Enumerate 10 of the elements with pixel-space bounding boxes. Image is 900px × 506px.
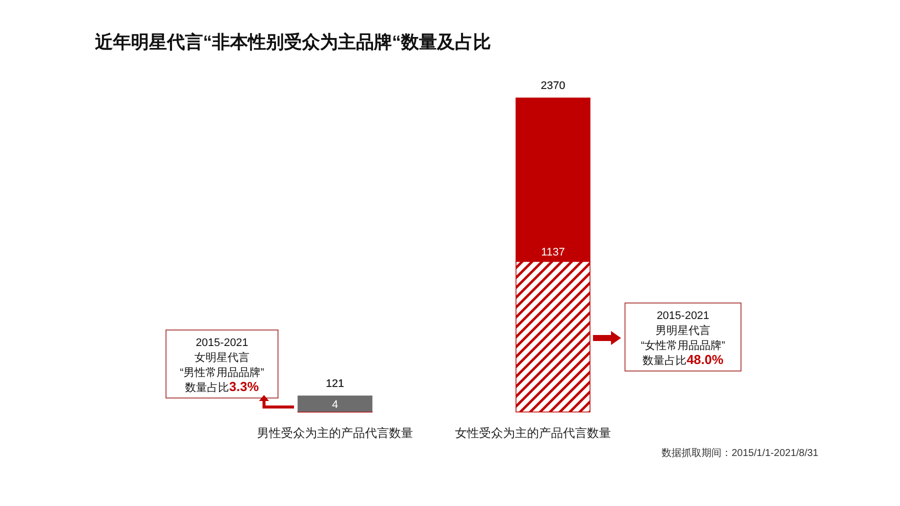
- x-tick-label: 女性受众为主的产品代言数量: [455, 426, 611, 440]
- x-tick-label: 男性受众为主的产品代言数量: [257, 426, 413, 440]
- text: 2015-2021 男明星代言 “女性常用品品牌” 数量占比48.0%: [640, 310, 726, 367]
- annotation: 2015-2021 女明星代言 “男性常用品品牌” 数量占比3.3%: [180, 337, 264, 394]
- data-label: 4: [332, 398, 338, 411]
- total-label: 2370: [540, 80, 566, 92]
- data-label: 1137: [541, 246, 565, 258]
- chart-title: 近年明星代言“非本性别受众为主品牌“数量及占比: [94, 32, 491, 52]
- total-label: 121: [326, 378, 344, 390]
- text: 数据抓取期间：2015/1/1-2021/8/31: [662, 447, 819, 459]
